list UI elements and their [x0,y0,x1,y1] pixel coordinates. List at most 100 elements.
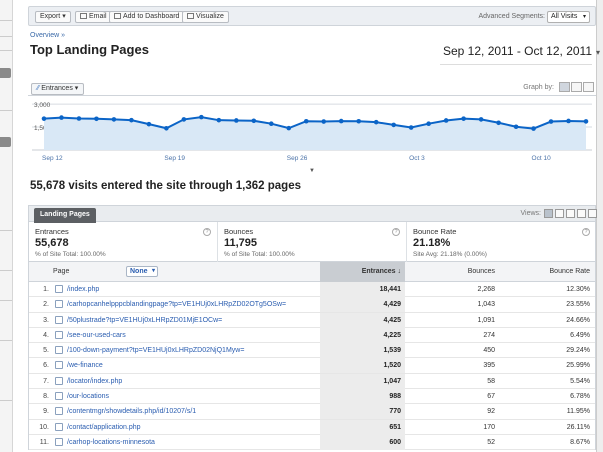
date-range-text: Sep 12, 2011 - Oct 12, 2011 [443,44,592,58]
visualize-label: Visualize [196,13,224,20]
external-link-icon[interactable] [55,315,63,324]
data-point [373,119,379,125]
bounce-rate-cell: 6.49% [570,331,590,339]
page-link[interactable]: /carhopcanhelpppcblandingpage?tp=VE1HUj0… [67,301,287,309]
tab-bar: Landing Pages Views: [28,205,597,223]
page-link[interactable]: /contentmgr/showdetails.php/id/10207/s/1 [67,408,197,416]
chevron-down-icon: ▾ [582,14,586,20]
bounces-cell: 274 [483,331,495,339]
page-link[interactable]: /contact/application.php [67,423,141,431]
graph-by-label: Graph by: [523,84,554,91]
scrollbar[interactable] [596,0,603,452]
metric-label: Entrances [41,85,73,92]
views-label: Views: [520,210,542,217]
external-link-icon[interactable] [55,300,63,309]
column-header-entrances[interactable]: Entrances ↓ [320,262,405,282]
bounce-rate-cell: 24.66% [566,316,590,324]
graph-by-week-button[interactable] [571,82,582,92]
bounces-cell: 67 [487,393,495,401]
line-chart-icon: ⁄⁄ [37,85,40,92]
chevron-down-icon: ▾ [62,13,66,20]
metric-selector[interactable]: ⁄⁄ Entrances ▾ [31,83,85,95]
table-body: 1. /index.php 18,441 2,268 12.30% 2. /carhopca… [29,282,595,451]
page-link[interactable]: /our-locations [67,393,110,401]
external-link-icon[interactable] [55,346,63,355]
bounce-rate-cell: 26.11% [566,423,590,431]
row-number: 6. [43,362,49,370]
sidebar-divider [0,36,12,37]
page-link[interactable]: /locator/index.php [67,377,123,385]
data-point [496,120,501,126]
page-link[interactable]: /100-down-payment?tp=VE1HUj0xLHRpZD02NjQ… [67,347,245,355]
visualize-icon [187,13,194,19]
external-link-icon[interactable] [55,376,63,385]
entrances-cell: 18,441 [320,282,405,297]
breadcrumb[interactable]: Overview » [30,32,66,39]
pivot-view-icon[interactable] [588,209,597,218]
entrances-cell: 651 [320,419,405,435]
secondary-dimension-value: None [130,268,148,275]
page-link[interactable]: /carhop-locations-minnesota [67,438,155,446]
data-point [251,118,257,124]
external-link-icon[interactable] [55,422,63,431]
external-link-icon[interactable] [55,285,63,293]
scorecard-value: 21.18% [413,237,451,249]
export-label: Export [40,13,61,20]
table-row: 8. /our-locations 988 67 6.78% [29,389,595,405]
table-row: 4. /see-our-used-cars 4,225 274 6.49% [29,327,595,344]
table-view-icon[interactable] [544,209,553,218]
data-point [164,125,169,131]
graph-by-day-button[interactable] [559,82,570,92]
add-dashboard-label: Add to Dashboard [123,13,180,20]
secondary-dimension-select[interactable]: None ▾ [126,266,158,277]
table-row: 1. /index.php 18,441 2,268 12.30% [29,282,595,298]
external-link-icon[interactable] [55,392,63,401]
email-button[interactable]: Email [75,11,112,23]
area-fill [44,117,586,150]
row-number: 8. [43,393,49,401]
chevron-down-icon: ▾ [151,268,155,274]
table-row: 2. /carhopcanhelpppcblandingpage?tp=VE1HU… [29,297,595,313]
row-number: 3. [43,316,49,324]
bounces-cell: 52 [487,438,495,446]
external-link-icon[interactable] [55,407,63,416]
table-row: 6. /we-finance 1,520 395 25.99% [29,358,595,374]
help-icon[interactable]: ? [392,228,400,236]
series-line [43,116,587,130]
page-link[interactable]: /50plustrade?tp=VE1HUj0xLHRpZD01MjE1OCw= [67,316,223,324]
percentage-view-icon[interactable] [555,209,564,218]
performance-view-icon[interactable] [566,209,575,218]
external-link-icon[interactable] [55,330,63,339]
visualize-button[interactable]: Visualize [182,11,229,23]
data-point [146,121,152,127]
graph-by-month-button[interactable] [583,82,594,92]
data-point [41,116,47,121]
entrances-cell: 4,429 [320,297,405,313]
export-button[interactable]: Export ▾ [35,11,71,23]
external-link-icon[interactable] [55,437,63,446]
column-header-bounce-rate[interactable]: Bounce Rate [549,268,590,275]
column-header-page[interactable]: Page [53,268,70,275]
page-link[interactable]: /we-finance [67,362,103,370]
help-icon[interactable]: ? [203,228,211,236]
table-row: 11. /carhop-locations-minnesota 600 52 8.67% [29,434,595,451]
sidebar-handle[interactable] [0,68,11,78]
tab-landing-pages[interactable]: Landing Pages [34,208,96,223]
page-link[interactable]: /see-our-used-cars [67,331,126,339]
segments-select[interactable]: All Visits ▾ [547,11,590,23]
comparison-view-icon[interactable] [577,209,586,218]
sidebar-divider [0,400,12,401]
sidebar-handle[interactable] [0,137,11,147]
data-point [408,125,414,130]
help-icon[interactable]: ? [582,228,590,236]
add-to-dashboard-button[interactable]: Add to Dashboard [109,11,185,23]
sidebar-divider [0,300,12,301]
column-header-bounces[interactable]: Bounces [467,268,495,275]
page-link[interactable]: /index.php [67,286,100,293]
data-point [59,115,64,120]
row-number: 7. [43,377,49,385]
collapse-chart-icon[interactable]: ▼ [309,168,315,174]
external-link-icon[interactable] [55,361,63,370]
table-row: 5. /100-down-payment?tp=VE1HUj0xLHRpZD02N… [29,343,595,359]
date-range-picker[interactable]: Sep 12, 2011 - Oct 12, 2011 ▾ [443,44,600,58]
